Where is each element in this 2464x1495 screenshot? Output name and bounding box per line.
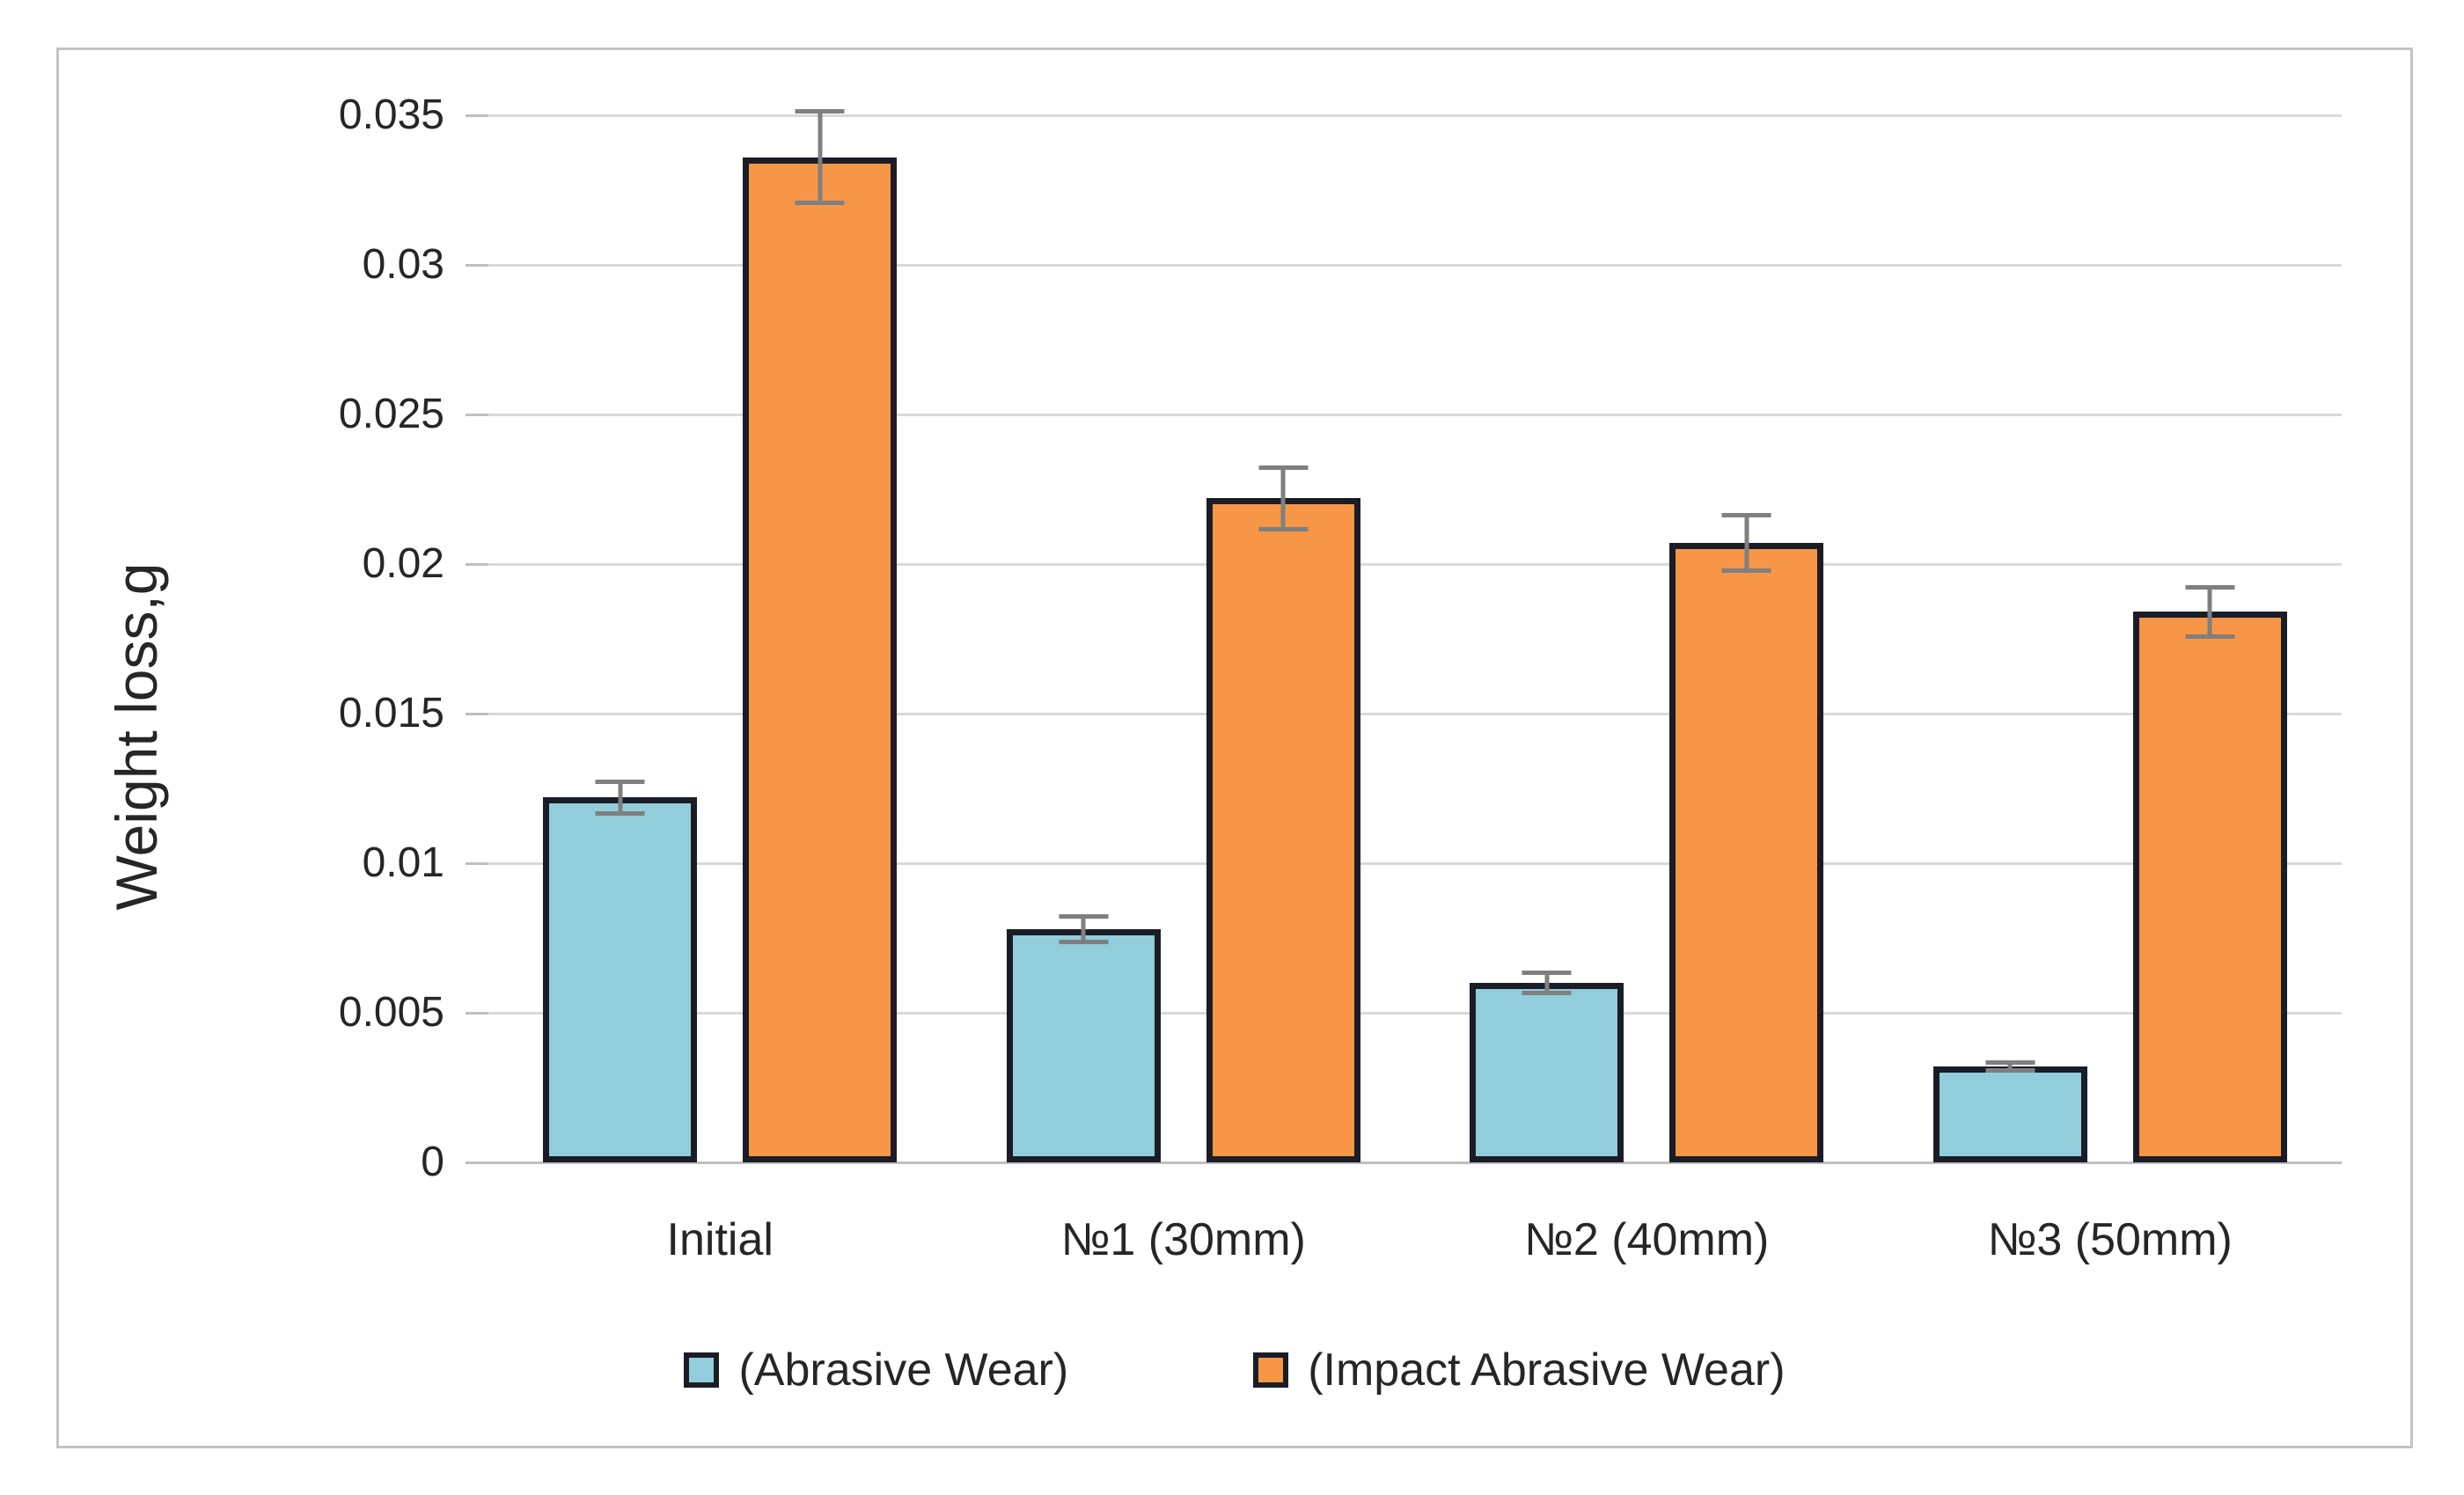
error-bar-cap — [1985, 1060, 2035, 1066]
error-bar-cap — [1522, 971, 1572, 976]
y-axis-tick — [466, 413, 488, 416]
legend-marker-icon — [1253, 1352, 1289, 1388]
y-tick-label: 0 — [421, 1139, 444, 1185]
bar-abrasive-wear-1-30mm — [1006, 913, 1161, 1162]
x-category-label: №3 (50mm) — [1987, 1214, 2233, 1265]
legend-marker-icon — [684, 1352, 720, 1388]
bar-group-3-50mm — [1879, 115, 2343, 1162]
error-bar-cap — [595, 810, 645, 816]
error-bar — [2185, 584, 2235, 639]
y-axis-tick — [466, 712, 488, 715]
y-axis-tick — [466, 1161, 488, 1164]
x-category-label: №2 (40mm) — [1524, 1214, 1770, 1265]
gridline — [488, 413, 2342, 416]
y-axis-tick — [466, 114, 488, 117]
bar-group-initial — [488, 109, 952, 1162]
bar-groups — [488, 109, 2343, 1162]
error-bar-cap — [1059, 939, 1109, 944]
bar-impact-abrasive-wear-2-40mm — [1669, 513, 1824, 1162]
bar-abrasive-wear-3-50mm — [1932, 1060, 2087, 1162]
legend: (Abrasive Wear) (Impact Abrasive Wear) — [59, 1344, 2410, 1396]
error-bar — [1721, 513, 1771, 574]
chart-frame: 0 0.005 0.01 0.015 0.02 0.025 0.03 0.035 Initia… — [56, 48, 2413, 1448]
error-bar-cap — [1059, 913, 1109, 919]
bar-impact-abrasive-wear-1-30mm — [1206, 465, 1360, 1162]
error-bar — [1522, 971, 1572, 995]
bar-impact-abrasive-wear-3-50mm — [2132, 584, 2287, 1162]
gridline — [488, 114, 2342, 117]
error-bar-cap — [795, 201, 845, 206]
y-axis-tick — [466, 562, 488, 566]
legend-label: (Abrasive Wear) — [738, 1345, 1069, 1396]
y-tick-label: 0.005 — [338, 989, 444, 1036]
error-bar-cap — [595, 779, 645, 784]
error-bar-cap — [1258, 465, 1309, 470]
bar-impact-abrasive-wear-initial — [743, 109, 898, 1162]
y-axis-tick — [466, 1011, 488, 1015]
y-tick-label: 0.01 — [362, 839, 444, 886]
bar-group-1-30mm — [952, 115, 1416, 1162]
error-bar-cap — [1522, 990, 1572, 995]
legend-item-abrasive-wear: (Abrasive Wear) — [684, 1344, 1068, 1396]
y-tick-label: 0.03 — [362, 241, 444, 288]
error-bar-cap — [1721, 568, 1771, 574]
y-tick-label: 0.025 — [338, 391, 444, 437]
error-bar-cap — [1258, 526, 1309, 531]
legend-item-impact-abrasive-wear: (Impact Abrasive Wear) — [1253, 1344, 1786, 1396]
error-bar — [795, 109, 845, 206]
bar-abrasive-wear-initial — [543, 779, 698, 1162]
y-axis-title: Weight loss,g — [104, 562, 169, 911]
gridline — [488, 712, 2342, 715]
plot-area: 0 0.005 0.01 0.015 0.02 0.025 0.03 0.035 Initia… — [339, 94, 2343, 1265]
x-category-label: Initial — [666, 1214, 774, 1265]
gridline — [488, 861, 2342, 865]
error-bar-cap — [1721, 513, 1771, 518]
bar-abrasive-wear-2-40mm — [1470, 971, 1624, 1162]
legend-label: (Impact Abrasive Wear) — [1308, 1345, 1786, 1396]
error-bar-cap — [1985, 1068, 2035, 1073]
error-bar — [1985, 1060, 2035, 1073]
y-axis-tick — [466, 263, 488, 267]
y-tick-label: 0.015 — [338, 690, 444, 737]
y-axis-tick — [466, 861, 488, 865]
x-axis-baseline — [488, 1161, 2342, 1164]
gridline — [488, 263, 2342, 267]
bar-group-2-40mm — [1415, 115, 1879, 1162]
error-bar-cap — [2185, 634, 2235, 639]
x-category-label: №1 (30mm) — [1060, 1214, 1306, 1265]
y-tick-label: 0.02 — [362, 540, 444, 587]
error-bar-cap — [2185, 584, 2235, 590]
error-bar — [1059, 913, 1109, 944]
error-bar — [595, 779, 645, 816]
gridline — [488, 1011, 2342, 1015]
gridline — [488, 562, 2342, 566]
error-bar — [1258, 465, 1309, 531]
y-tick-label: 0.035 — [338, 92, 444, 138]
x-axis-labels: Initial №1 (30mm) №2 (40mm) №3 (50mm) — [488, 1213, 2342, 1266]
error-bar-cap — [795, 109, 845, 114]
